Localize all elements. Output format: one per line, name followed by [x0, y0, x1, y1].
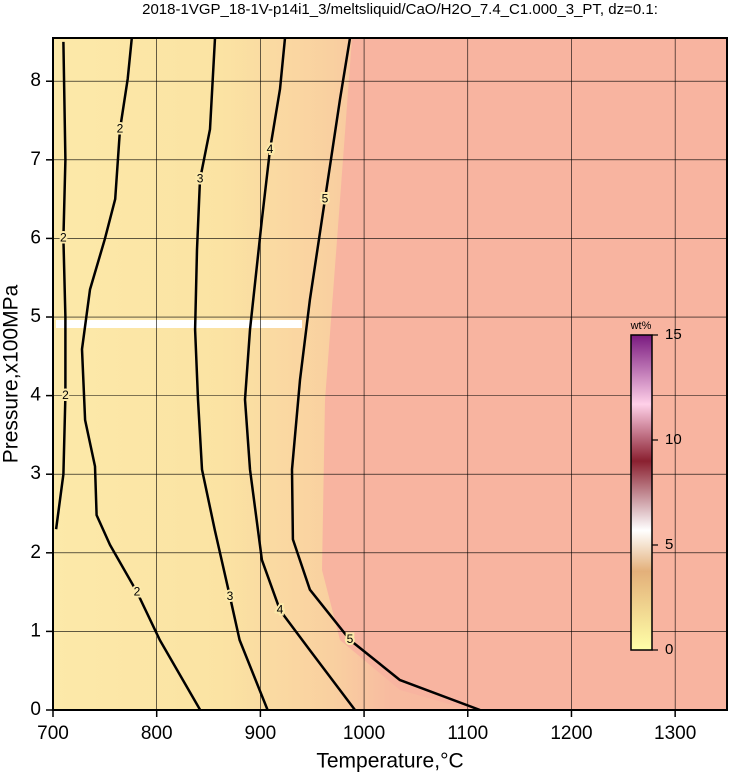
- contour-label: 5: [347, 632, 354, 646]
- plot-background: [53, 38, 727, 710]
- contour-label: 5: [322, 191, 329, 205]
- chart-title: 2018-1VGP_18-1V-p14i1_3/meltsliquid/CaO/…: [142, 1, 658, 18]
- contour-label: 4: [267, 142, 274, 156]
- contour-line: [243, 38, 356, 710]
- colorbar-tick-label: 15: [665, 326, 682, 343]
- contour-label: 2: [62, 388, 69, 402]
- y-tick-label: 6: [30, 227, 41, 248]
- colorbar-label: wt%: [630, 320, 652, 332]
- contour-line: [80, 38, 202, 710]
- colorbar-scale: [630, 334, 653, 651]
- y-tick-label: 3: [30, 463, 41, 484]
- y-tick-label: 8: [30, 70, 41, 91]
- contour-label: 2: [60, 231, 67, 245]
- y-axis-label: Pressure,x100MPa: [0, 284, 23, 463]
- contour-line: [54, 41, 67, 530]
- y-tick-label: 0: [30, 699, 41, 720]
- contour-label: 3: [197, 172, 204, 186]
- x-tick-label: 700: [37, 723, 69, 744]
- x-tick-label: 1300: [654, 723, 696, 744]
- colorbar: wt% 0 5 10 15: [630, 320, 682, 658]
- contour-label: 2: [117, 121, 124, 135]
- x-tick-label: 1200: [550, 723, 592, 744]
- masked-band: [56, 320, 302, 328]
- y-tick-label: 5: [30, 306, 41, 327]
- contour-label: 4: [277, 602, 284, 616]
- y-tick-label: 1: [30, 620, 41, 641]
- x-tick-label: 900: [245, 723, 277, 744]
- x-tick-label: 800: [141, 723, 173, 744]
- colorbar-tick-label: 0: [665, 641, 673, 658]
- contour-line: [193, 38, 269, 710]
- axes: 700 800 900 1000 1100 1200 1300 0 1 2 3 4 5 6 7 8: [30, 70, 696, 744]
- x-tick-label: 1100: [447, 723, 488, 744]
- y-tick-label: 4: [30, 385, 41, 406]
- contour-line: [290, 38, 481, 710]
- contour-label: 2: [134, 584, 141, 598]
- contour-label: 3: [227, 589, 234, 603]
- x-tick-label: 1000: [343, 723, 385, 744]
- y-tick-label: 2: [30, 542, 41, 563]
- frame: [52, 37, 728, 711]
- contours: 2 2 2 2 3 3 4 4 5 5: [54, 38, 481, 710]
- x-axis-label: Temperature,°C: [316, 750, 463, 773]
- colorbar-tick-label: 10: [665, 431, 682, 448]
- colorbar-tick-label: 5: [665, 536, 673, 553]
- y-tick-label: 7: [30, 149, 41, 170]
- high-region: [322, 38, 727, 710]
